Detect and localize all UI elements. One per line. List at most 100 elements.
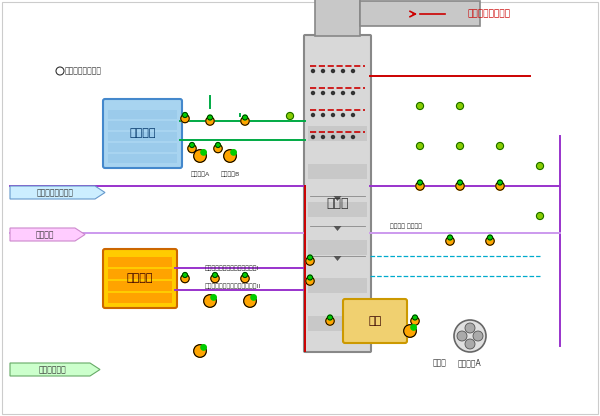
Bar	[308, 126, 367, 141]
Circle shape	[352, 136, 355, 139]
Circle shape	[212, 272, 217, 277]
Circle shape	[341, 69, 344, 72]
Circle shape	[287, 112, 293, 119]
Circle shape	[214, 144, 222, 153]
Circle shape	[458, 180, 463, 185]
Text: 脱碱塔浆液泵入脱碱塔喷淋水泵II: 脱碱塔浆液泵入脱碱塔喷淋水泵II	[205, 283, 261, 289]
Point	[307, 253, 314, 258]
Text: 氧化风机A: 氧化风机A	[458, 358, 482, 367]
Circle shape	[244, 295, 256, 307]
Circle shape	[496, 182, 504, 190]
FancyBboxPatch shape	[103, 249, 177, 308]
Circle shape	[341, 92, 344, 94]
Circle shape	[311, 114, 314, 116]
Text: 地坑: 地坑	[368, 316, 382, 326]
Point	[361, 193, 368, 198]
Circle shape	[536, 213, 544, 220]
Text: 工艺水槽: 工艺水槽	[129, 129, 156, 139]
Circle shape	[465, 339, 475, 349]
Circle shape	[241, 117, 249, 125]
Circle shape	[497, 143, 503, 149]
Circle shape	[201, 150, 206, 155]
Circle shape	[311, 92, 314, 94]
Circle shape	[182, 113, 187, 117]
Circle shape	[242, 272, 247, 277]
Circle shape	[211, 295, 216, 300]
Circle shape	[194, 345, 206, 357]
Polygon shape	[10, 186, 105, 199]
Bar	[108, 281, 172, 291]
Text: 工艺水泵B: 工艺水泵B	[220, 171, 239, 177]
Circle shape	[206, 117, 214, 125]
Bar	[315, 0, 360, 36]
Circle shape	[241, 274, 249, 283]
Circle shape	[341, 136, 344, 139]
Circle shape	[352, 69, 355, 72]
Bar	[308, 316, 367, 331]
Point	[416, 12, 424, 17]
Bar	[308, 202, 367, 217]
Circle shape	[497, 180, 502, 185]
Circle shape	[322, 92, 325, 94]
Circle shape	[328, 315, 332, 320]
Polygon shape	[334, 196, 341, 201]
Point	[307, 64, 314, 69]
Bar	[108, 257, 172, 267]
Circle shape	[448, 235, 452, 240]
Circle shape	[331, 136, 335, 139]
Point	[307, 129, 314, 134]
Circle shape	[201, 345, 206, 350]
Circle shape	[413, 315, 418, 320]
Point	[361, 253, 368, 258]
Circle shape	[457, 331, 467, 341]
Circle shape	[352, 114, 355, 116]
Point	[361, 107, 368, 112]
Bar	[108, 143, 177, 152]
Circle shape	[311, 136, 314, 139]
Circle shape	[488, 235, 493, 240]
Text: 地坑泵: 地坑泵	[433, 358, 447, 367]
Point	[307, 193, 314, 198]
Circle shape	[190, 143, 194, 147]
Text: 硫铣浆液: 硫铣浆液	[36, 230, 54, 239]
Bar	[360, 1, 480, 26]
Circle shape	[416, 102, 424, 109]
Bar	[108, 110, 177, 119]
Point	[361, 64, 368, 69]
Text: 脱硫塔: 脱硫塔	[326, 197, 349, 210]
Circle shape	[311, 69, 314, 72]
Bar	[108, 293, 172, 303]
Circle shape	[181, 114, 189, 123]
Text: 工艺水来自自来水: 工艺水来自自来水	[65, 67, 102, 75]
Circle shape	[242, 115, 247, 120]
Polygon shape	[334, 226, 341, 231]
Circle shape	[211, 274, 219, 283]
Circle shape	[456, 182, 464, 190]
Circle shape	[404, 325, 416, 337]
Point	[361, 223, 368, 228]
Polygon shape	[10, 228, 85, 241]
Circle shape	[308, 275, 313, 280]
Circle shape	[322, 69, 325, 72]
Circle shape	[411, 325, 416, 330]
Circle shape	[306, 277, 314, 285]
Text: 脱水自氨水罐: 脱水自氨水罐	[38, 365, 67, 374]
Circle shape	[418, 180, 422, 185]
Circle shape	[251, 295, 256, 300]
Point	[442, 12, 449, 17]
Circle shape	[231, 150, 236, 155]
Bar	[108, 121, 177, 130]
Bar	[108, 132, 177, 141]
Circle shape	[331, 92, 335, 94]
FancyBboxPatch shape	[343, 299, 407, 343]
Circle shape	[416, 143, 424, 149]
Circle shape	[322, 114, 325, 116]
Circle shape	[188, 144, 196, 153]
Circle shape	[411, 317, 419, 325]
Polygon shape	[10, 363, 100, 376]
Circle shape	[224, 150, 236, 162]
Circle shape	[322, 136, 325, 139]
FancyBboxPatch shape	[103, 99, 182, 168]
Text: 脱碱出来 脱碱出来: 脱碱出来 脱碱出来	[390, 223, 422, 229]
Circle shape	[416, 182, 424, 190]
